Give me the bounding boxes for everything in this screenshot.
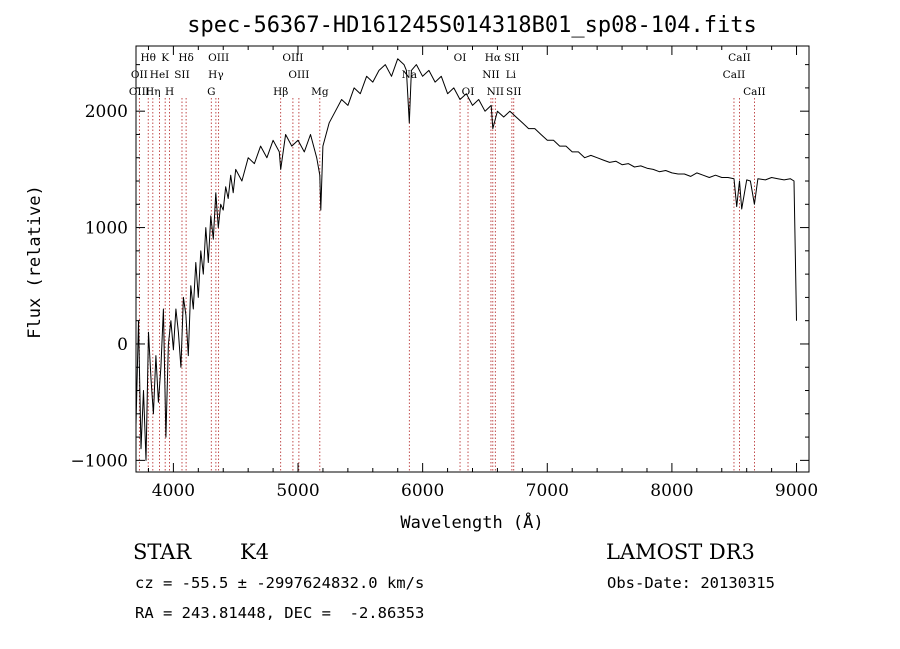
spectral-line-label: OII — [131, 69, 148, 81]
x-tick-label: 6000 — [401, 481, 444, 501]
coordinates: RA = 243.81448, DEC = -2.86353 — [135, 604, 425, 622]
spectral-line-label: NII — [482, 69, 499, 81]
y-tick-label: −1000 — [70, 451, 128, 471]
redshift-cz: cz = -55.5 ± -2997624832.0 km/s — [135, 574, 425, 592]
spectral-line-label: OIII — [129, 86, 150, 98]
axis-ticks: 4000 5000 6000 7000 8000 9000 −1000 0 1000 2000 — [70, 46, 818, 501]
spectral-line-label: NII — [487, 86, 504, 98]
spectral-line-label: Hδ — [178, 52, 193, 64]
spectral-line-label: G — [207, 86, 215, 98]
flux-trace-layer — [135, 58, 797, 461]
spectral-line-label: OIII — [288, 69, 309, 81]
spectral-line-label: Hβ — [273, 86, 288, 98]
chart-title: spec-56367-HD161245S014318B01_sp08-104.f… — [187, 13, 757, 38]
spectral-line-label: Li — [506, 69, 517, 81]
spectral-line-label: CaII — [743, 86, 766, 98]
spectral-line-label: SII — [504, 52, 520, 64]
survey-name: LAMOST DR3 — [606, 540, 755, 564]
plot-frame — [135, 45, 810, 473]
object-subclass: K4 — [240, 540, 270, 564]
spectral-line-label: SII — [506, 86, 522, 98]
y-tick-label: 0 — [117, 335, 128, 355]
spectral-line-label: SII — [174, 69, 190, 81]
line-marker-layer — [138, 98, 755, 472]
spectral-line-label: HeI — [150, 69, 170, 81]
y-tick-label: 2000 — [85, 102, 128, 122]
x-tick-label: 7000 — [526, 481, 569, 501]
spectral-line-label: Na — [402, 69, 417, 81]
spectral-line-label: OIII — [282, 52, 303, 64]
spectral-line-label: OI — [454, 52, 467, 64]
spectral-line-label: CaII — [728, 52, 751, 64]
y-axis-label: Flux (relative) — [25, 185, 45, 339]
spectral-line-label: Hγ — [208, 69, 223, 81]
spectral-line-label: Hη — [145, 86, 160, 98]
obs-date: Obs-Date: 20130315 — [607, 574, 775, 592]
x-tick-label: 4000 — [152, 481, 195, 501]
flux-series-line — [135, 58, 797, 461]
object-class: STAR — [133, 540, 192, 564]
spectral-line-label: OIII — [208, 52, 229, 64]
y-tick-label: 1000 — [85, 219, 128, 239]
spectral-line-label: H — [165, 86, 174, 98]
spectral-line-label: K — [161, 52, 169, 64]
spectral-line-label: Mg — [311, 86, 329, 98]
x-tick-label: 8000 — [650, 481, 693, 501]
spectral-line-label: CaII — [723, 69, 746, 81]
spectral-line-label: Hθ — [140, 52, 155, 64]
spectral-line-label: Hα — [485, 52, 501, 64]
x-axis-label: Wavelength (Å) — [400, 511, 543, 533]
x-tick-label: 9000 — [775, 481, 818, 501]
x-tick-label: 5000 — [276, 481, 319, 501]
